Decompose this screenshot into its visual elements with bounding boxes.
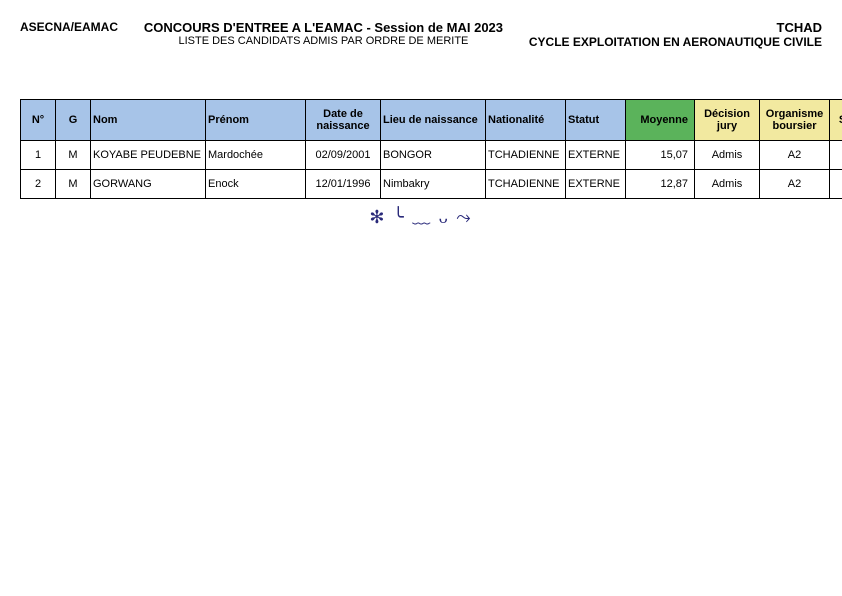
header-country: TCHAD (529, 20, 822, 35)
cell-dn: 02/09/2001 (306, 141, 381, 170)
cell-num: 1 (21, 141, 56, 170)
cell-num: 2 (21, 170, 56, 199)
cell-org: A2 (760, 141, 830, 170)
col-dec: Décision jury (695, 100, 760, 141)
col-spec: Spécialité (830, 100, 842, 141)
cell-g: M (56, 170, 91, 199)
col-ln: Lieu de naissance (381, 100, 486, 141)
cell-prenom: Enock (206, 170, 306, 199)
cell-nat: TCHADIENNE (486, 141, 566, 170)
signature-scribble: ✻ ╰ ﹏ ᴗ ⤳ (20, 203, 822, 229)
col-nom: Nom (91, 100, 206, 141)
cell-dn: 12/01/1996 (306, 170, 381, 199)
cell-stat: EXTERNE (566, 170, 626, 199)
cell-prenom: Mardochée (206, 141, 306, 170)
cell-spec: SEI (830, 170, 842, 199)
col-org: Organisme boursier (760, 100, 830, 141)
header-left: ASECNA/EAMAC (20, 20, 118, 34)
cell-moy: 15,07 (626, 141, 695, 170)
cell-nat: TCHADIENNE (486, 170, 566, 199)
col-moy: Moyenne (626, 100, 695, 141)
table-header-row: N° G Nom Prénom Date de naissance Lieu d… (21, 100, 842, 141)
cell-nom: KOYABE PEUDEBNE (91, 141, 206, 170)
header-center: CONCOURS D'ENTREE A L'EAMAC - Session de… (118, 20, 529, 47)
col-g: G (56, 100, 91, 141)
header-right: TCHAD CYCLE EXPLOITATION EN AERONAUTIQUE… (529, 20, 822, 49)
header-title: CONCOURS D'ENTREE A L'EAMAC - Session de… (118, 20, 529, 35)
header-subtitle: LISTE DES CANDIDATS ADMIS PAR ORDRE DE M… (118, 35, 529, 47)
cell-stat: EXTERNE (566, 141, 626, 170)
table-row: 2 M GORWANG Enock 12/01/1996 Nimbakry TC… (21, 170, 842, 199)
col-num: N° (21, 100, 56, 141)
cell-nom: GORWANG (91, 170, 206, 199)
cell-ln: Nimbakry (381, 170, 486, 199)
cell-dec: Admis (695, 141, 760, 170)
cell-org: A2 (760, 170, 830, 199)
col-dn: Date de naissance (306, 100, 381, 141)
table-row: 1 M KOYABE PEUDEBNE Mardochée 02/09/2001… (21, 141, 842, 170)
header-cycle: CYCLE EXPLOITATION EN AERONAUTIQUE CIVIL… (529, 35, 822, 49)
cell-spec: SEI (830, 141, 842, 170)
cell-moy: 12,87 (626, 170, 695, 199)
col-nat: Nationalité (486, 100, 566, 141)
page-header: ASECNA/EAMAC CONCOURS D'ENTREE A L'EAMAC… (20, 20, 822, 49)
col-prenom: Prénom (206, 100, 306, 141)
cell-g: M (56, 141, 91, 170)
candidates-table: N° G Nom Prénom Date de naissance Lieu d… (20, 99, 842, 199)
col-stat: Statut (566, 100, 626, 141)
cell-ln: BONGOR (381, 141, 486, 170)
cell-dec: Admis (695, 170, 760, 199)
